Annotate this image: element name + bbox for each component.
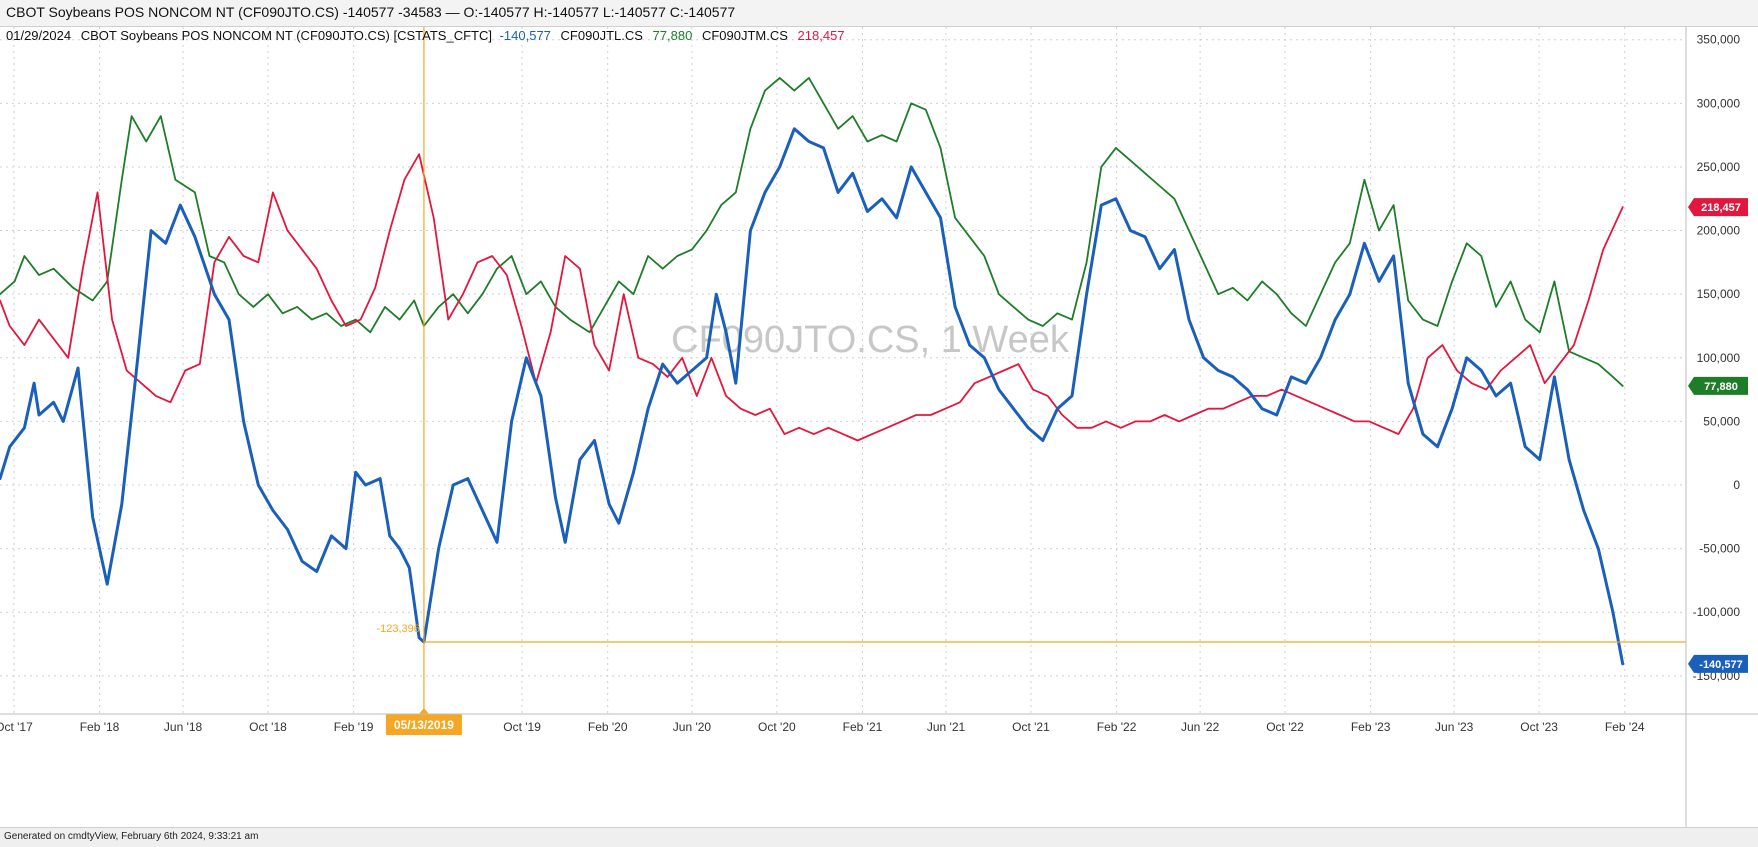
legend-date: 01/29/2024 [6, 28, 71, 43]
last-value-tag [1688, 198, 1748, 217]
x-tick-label: Oct '20 [758, 720, 796, 734]
x-tick-label: Oct '21 [1012, 720, 1050, 734]
series-line-cf090jtm [0, 153, 1624, 442]
legend-value-main: -140,577 [500, 28, 551, 43]
series-layer [0, 77, 1625, 666]
last-value-tag [1688, 654, 1748, 673]
x-tick-label: Feb '19 [334, 720, 374, 734]
chart-background [0, 27, 1758, 827]
crosshair: -123,396 05/13/2019 [376, 27, 1686, 735]
x-tick-label: Oct '18 [249, 720, 287, 734]
last-value-label: 77,880 [1704, 381, 1738, 393]
x-tick-label: Oct '22 [1266, 720, 1304, 734]
legend-symbol-long: CF090JTL.CS [561, 28, 644, 43]
x-tick-label: Oct '17 [0, 720, 33, 734]
axes: 350,000 300,000 250,000 200,000 150,000 100,0… [0, 27, 1758, 827]
series-line-cf090jtl [0, 77, 1624, 387]
y-tick-label: -50,000 [1699, 542, 1740, 556]
y-tick-label: 350,000 [1697, 33, 1741, 47]
y-tick-label: 100,000 [1697, 351, 1741, 365]
last-value-tags: 218,457 77,880 -140,577 [1688, 198, 1748, 673]
crosshair-date-box [385, 714, 462, 735]
last-value-label: 218,457 [1701, 202, 1741, 214]
x-tick-label: Feb '21 [843, 720, 883, 734]
window-title: CBOT Soybeans POS NONCOM NT (CF090JTO.CS… [6, 4, 736, 20]
x-tick-label: Jun '20 [673, 720, 712, 734]
x-tick-label: Feb '20 [588, 720, 628, 734]
y-tick-label: 300,000 [1697, 96, 1741, 110]
y-tick-label: 150,000 [1697, 287, 1741, 301]
legend-value-long: 77,880 [653, 28, 693, 43]
x-tick-label: Jun '21 [927, 720, 966, 734]
legend-symbol-short: CF090JTM.CS [702, 28, 788, 43]
chart-frame[interactable]: CF090JTO.CS, 1 Week -123,396 05/13/2019 3… [0, 27, 1758, 827]
y-tick-label: 0 [1733, 478, 1740, 492]
footer-text: Generated on cmdtyView, February 6th 202… [4, 831, 259, 842]
x-tick-label: Jun '22 [1181, 720, 1220, 734]
footer-bar: Generated on cmdtyView, February 6th 202… [0, 827, 1758, 847]
crosshair-date-label: 05/13/2019 [394, 718, 454, 732]
series-line-cf090jto [0, 127, 1625, 666]
y-tick-label: 200,000 [1697, 224, 1741, 238]
last-value-tag [1688, 376, 1748, 395]
legend-value-short: 218,457 [798, 28, 845, 43]
x-tick-label: Oct '23 [1520, 720, 1558, 734]
y-tick-label: 250,000 [1697, 160, 1741, 174]
y-tick-label: 50,000 [1703, 414, 1740, 428]
x-tick-label: Jun '18 [164, 720, 203, 734]
chart-legend: 01/29/2024 CBOT Soybeans POS NONCOM NT (… [6, 28, 845, 43]
y-tick-label: -100,000 [1693, 605, 1741, 619]
x-tick-label: Jun '23 [1435, 720, 1474, 734]
crosshair-pointer [418, 708, 429, 714]
last-value-label: -140,577 [1699, 659, 1742, 671]
x-tick-label: Oct '19 [503, 720, 541, 734]
crosshair-value-label: -123,396 [376, 623, 419, 635]
x-tick-label: Feb '23 [1351, 720, 1391, 734]
x-tick-label: Feb '22 [1097, 720, 1137, 734]
x-tick-label: Feb '24 [1605, 720, 1645, 734]
legend-title: CBOT Soybeans POS NONCOM NT (CF090JTO.CS… [81, 28, 492, 43]
x-tick-label: Feb '18 [80, 720, 120, 734]
window-title-bar: CBOT Soybeans POS NONCOM NT (CF090JTO.CS… [0, 0, 1758, 27]
